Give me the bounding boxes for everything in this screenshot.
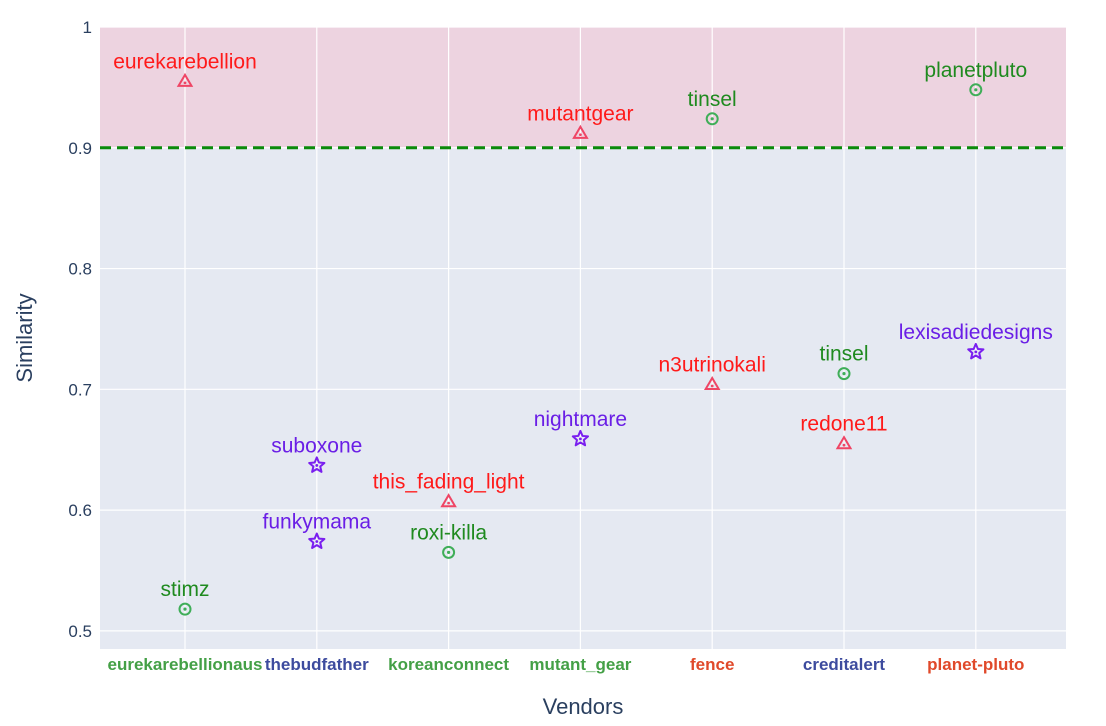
data-point: nightmare: [534, 408, 627, 447]
data-point: lexisadiedesigns: [899, 321, 1053, 360]
x-tick-label: thebudfather: [265, 655, 369, 674]
circle-marker-dot: [842, 372, 846, 376]
y-tick-label: 0.8: [68, 260, 92, 279]
star-marker: [308, 532, 326, 549]
point-label: tinsel: [688, 88, 737, 111]
circle-marker: [969, 83, 983, 97]
circle-marker-dot: [447, 550, 451, 554]
data-point: tinsel: [819, 343, 869, 381]
data-point: stimz: [161, 578, 210, 616]
data-point: tinsel: [688, 88, 737, 126]
data-point: roxi-killa: [410, 521, 487, 559]
star-marker-dot: [315, 540, 319, 543]
x-tick-label: planet-pluto: [927, 655, 1024, 674]
circle-marker-dot: [710, 117, 714, 121]
data-point: suboxone: [271, 434, 362, 473]
triangle-marker-dot: [842, 443, 846, 447]
point-label: nightmare: [534, 408, 627, 431]
star-marker: [308, 456, 326, 473]
point-label: lexisadiedesigns: [899, 321, 1053, 344]
y-axis-title: Similarity: [12, 293, 37, 382]
point-label: eurekarebellion: [113, 50, 257, 73]
point-label: n3utrinokali: [658, 353, 765, 376]
triangle-marker-dot: [710, 384, 714, 388]
x-tick-label: mutant_gear: [529, 655, 631, 674]
point-label: mutantgear: [527, 102, 633, 125]
triangle-marker-dot: [183, 81, 187, 85]
y-tick-label: 0.7: [68, 380, 92, 399]
x-axis-title: Vendors: [543, 694, 624, 719]
x-tick-label: fence: [690, 655, 734, 674]
y-axis: 0.5 0.6 0.7 0.8 0.9 1: [68, 18, 92, 641]
point-label: suboxone: [271, 434, 362, 457]
triangle-marker: [572, 124, 589, 139]
circle-marker: [178, 602, 192, 616]
y-tick-label: 0.5: [68, 622, 92, 641]
data-point: redone11: [800, 413, 888, 450]
circle-marker-dot: [183, 607, 187, 611]
data-points: eurekarebellion stimz suboxone funkymamathi…: [113, 50, 1053, 616]
point-label: redone11: [800, 413, 887, 436]
triangle-marker-dot: [447, 501, 450, 505]
circle-marker: [705, 112, 719, 126]
point-label: planetpluto: [924, 59, 1027, 82]
data-point: funkymama: [263, 511, 372, 549]
data-point: planetpluto: [924, 59, 1027, 97]
high-similarity-band: [100, 27, 1066, 148]
star-marker-dot: [579, 437, 582, 441]
y-tick-label: 0.9: [68, 139, 92, 158]
circle-marker: [442, 545, 456, 559]
data-point: eurekarebellion: [113, 50, 257, 87]
star-marker-dot: [974, 350, 978, 354]
y-tick-label: 1: [83, 18, 92, 37]
y-tick-label: 0.6: [68, 501, 92, 520]
point-label: stimz: [161, 578, 210, 601]
star-marker: [571, 429, 590, 447]
point-label: roxi-killa: [410, 521, 487, 544]
point-label: this_fading_light: [373, 471, 525, 494]
point-label: funkymama: [263, 511, 372, 534]
data-point: n3utrinokali: [658, 353, 766, 391]
triangle-marker: [703, 376, 721, 391]
point-label: tinsel: [819, 343, 868, 366]
x-tick-label: eurekarebellionaus: [108, 655, 263, 674]
data-point: mutantgear: [527, 102, 634, 139]
triangle-marker: [440, 493, 457, 508]
x-tick-label: koreanconnect: [388, 655, 509, 674]
triangle-marker: [835, 435, 853, 450]
triangle-marker-dot: [579, 133, 582, 137]
circle-marker: [837, 367, 851, 381]
circle-marker-dot: [974, 88, 978, 92]
data-point: this_fading_light: [373, 471, 525, 508]
x-axis: eurekarebellionaus thebudfather koreanconn…: [108, 655, 1025, 674]
x-tick-label: creditalert: [803, 655, 886, 674]
star-marker: [967, 342, 985, 360]
triangle-marker: [176, 72, 194, 87]
star-marker-dot: [315, 464, 319, 467]
